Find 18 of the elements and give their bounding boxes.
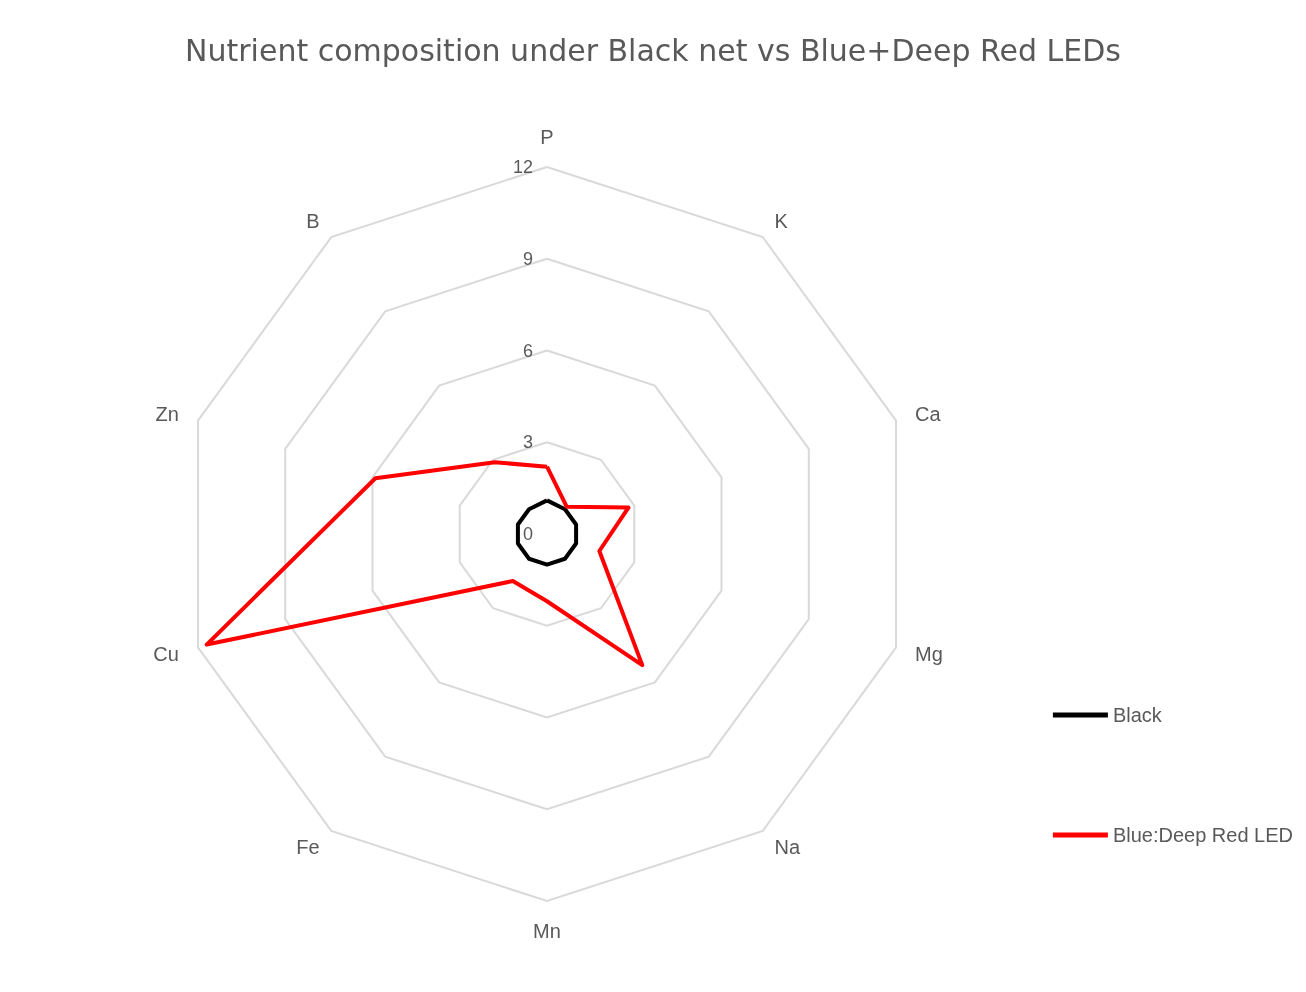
legend-label: Black [1112, 704, 1163, 726]
y-tick-label: 9 [522, 248, 533, 269]
spoke-label: B [306, 209, 320, 232]
y-tick-label: 6 [522, 340, 533, 361]
chart-title: Nutrient composition under Black net vs Blue+Deep Red LEDs [185, 32, 1121, 68]
y-tick-label: 12 [512, 157, 533, 177]
y-tick-label: 3 [522, 432, 533, 453]
spoke-label: Na [774, 836, 801, 859]
y-tick-label: 0 [522, 524, 533, 544]
spoke-label: Mg [915, 642, 943, 665]
spoke-label: Cu [153, 642, 179, 665]
spoke-label: Fe [296, 836, 320, 859]
spoke-label: Zn [155, 403, 179, 426]
spoke-label: K [774, 209, 789, 232]
spoke-label: P [540, 126, 554, 148]
spoke-label: Mn [533, 920, 561, 942]
spoke-label: Ca [915, 403, 942, 426]
legend-label: Blue:Deep Red LED [1112, 824, 1293, 846]
